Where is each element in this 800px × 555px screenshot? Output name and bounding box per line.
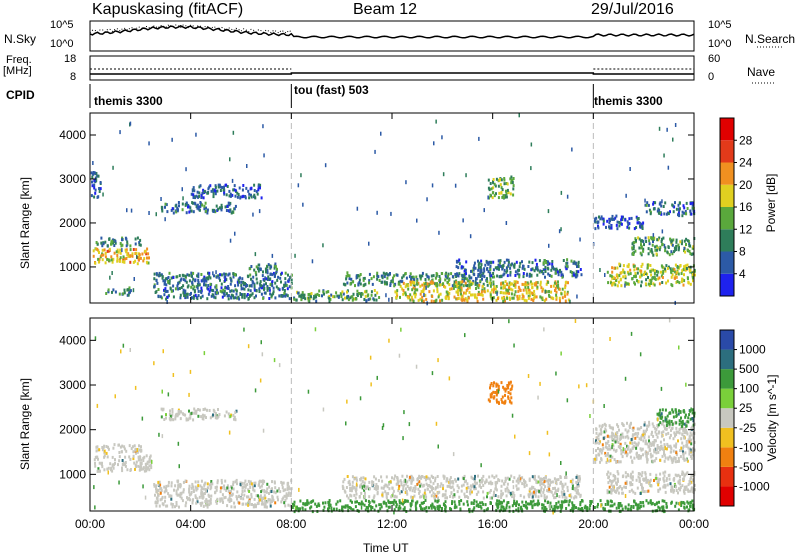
velocity-region-3	[161, 408, 238, 422]
freq-trace	[90, 73, 694, 74]
power-cbtick-1: 8	[739, 245, 746, 259]
velocity-colorbar-swatch-5	[720, 408, 734, 428]
xtick-2: 08:00	[276, 517, 306, 531]
power-region-2	[96, 237, 142, 248]
velocity-region-8	[594, 421, 696, 464]
velocity-region-4	[153, 479, 292, 509]
xtick-3: 12:00	[377, 517, 407, 531]
power-colorbar-swatch-2	[720, 252, 734, 274]
velocity-cbtick-4: -25	[739, 421, 757, 435]
power-heatmap	[91, 113, 696, 305]
power-colorbar-swatch-8	[720, 118, 734, 140]
velocity-colorbar-swatch-7	[720, 369, 734, 389]
power-colorbar-swatch-5	[720, 185, 734, 207]
power-ytick-1000: 1000	[59, 260, 86, 274]
power-region-6	[191, 183, 263, 199]
velocity-cbtick-3: 25	[739, 401, 753, 415]
velocity-region-6	[342, 474, 582, 499]
velocity-cbtick-0: 1000	[739, 343, 766, 357]
velocity-sparse-points	[93, 318, 692, 514]
power-ytick-3000: 3000	[59, 172, 86, 186]
power-cbtick-3: 16	[739, 200, 753, 214]
power-cbtick-4: 20	[739, 178, 753, 192]
power-cbtick-0: 4	[739, 267, 746, 281]
velocity-colorbar-swatch-3	[720, 447, 734, 467]
power-colorbar-swatch-3	[720, 229, 734, 251]
power-region-16	[607, 263, 696, 288]
velocity-region-2	[95, 443, 142, 455]
velocity-region-7	[488, 381, 513, 405]
velocity-cbtick-6: -500	[739, 460, 763, 474]
velocity-ytick-3000: 3000	[59, 378, 86, 392]
velocity-heatmap	[93, 318, 696, 514]
power-cbtick-2: 12	[739, 222, 753, 236]
power-region-4	[105, 286, 132, 296]
power-region-7	[153, 271, 293, 300]
power-region-11	[393, 280, 570, 303]
power-region-3	[91, 171, 102, 199]
power-region-13	[488, 176, 515, 200]
velocity-ytick-1000: 1000	[59, 467, 86, 481]
power-region-9	[293, 289, 380, 303]
power-region-5	[161, 201, 237, 215]
power-cbtick-6: 28	[739, 133, 753, 147]
velocity-colorbar-swatch-6	[720, 389, 734, 409]
xtick-6: 00:00	[679, 517, 709, 531]
velocity-ytick-4000: 4000	[59, 333, 86, 347]
power-region-17	[645, 201, 696, 217]
velocity-colorbar-swatch-2	[720, 467, 734, 487]
velocity-colorbar-swatch-9	[720, 330, 734, 350]
power-region-14	[594, 215, 644, 231]
velocity-colorbar-swatch-1	[720, 486, 734, 506]
xtick-1: 04:00	[176, 517, 206, 531]
freq-frame	[90, 56, 694, 80]
velocity-cbtick-5: -100	[739, 440, 763, 454]
power-ytick-2000: 2000	[59, 216, 86, 230]
velocity-colorbar-swatch-4	[720, 428, 734, 448]
velocity-cbtick-1: 500	[739, 362, 759, 376]
velocity-region-1	[94, 454, 152, 473]
power-colorbar-swatch-7	[720, 140, 734, 162]
power-colorbar-swatch-6	[720, 163, 734, 185]
xtick-5: 20:00	[578, 517, 608, 531]
velocity-colorbar-swatch-8	[720, 350, 734, 370]
power-ytick-4000: 4000	[59, 128, 86, 142]
xtick-4: 16:00	[478, 517, 508, 531]
velocity-region-9	[606, 470, 696, 495]
power-colorbar-swatch-1	[720, 274, 734, 296]
power-region-15	[631, 236, 695, 257]
velocity-cbtick-7: -1000	[739, 479, 770, 493]
power-colorbar-swatch-4	[720, 207, 734, 229]
power-cbtick-5: 24	[739, 156, 753, 170]
velocity-cbtick-2: 100	[739, 382, 759, 396]
xtick-0: 00:00	[75, 517, 105, 531]
velocity-ytick-2000: 2000	[59, 423, 86, 437]
